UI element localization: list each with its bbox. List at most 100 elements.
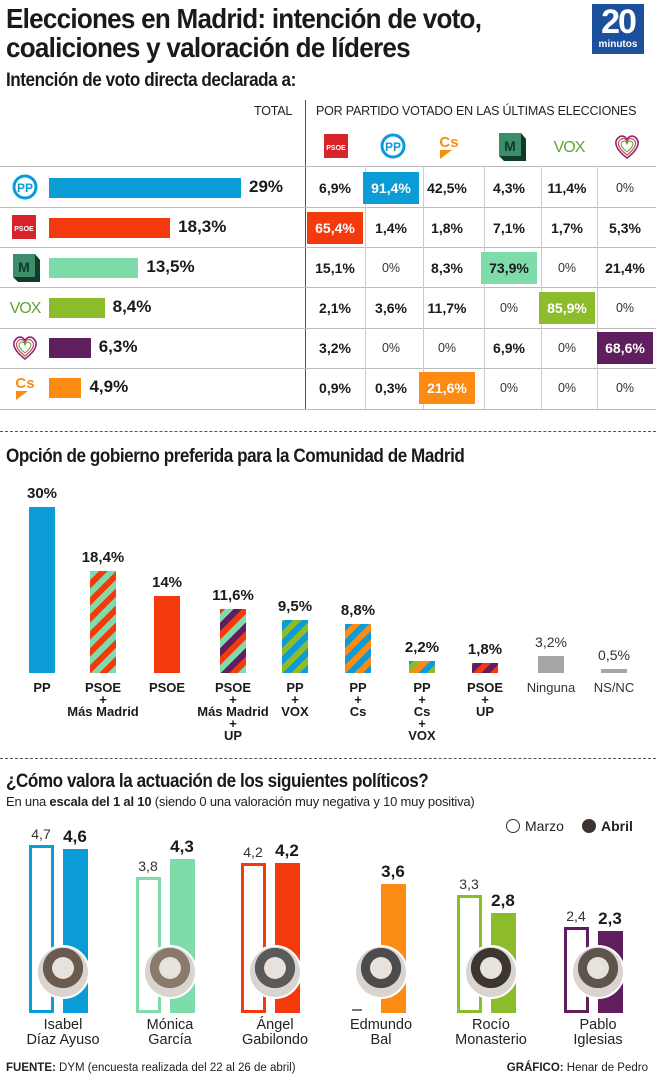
table-cell: 3,2%: [319, 340, 351, 356]
abril-value-label: 3,6: [381, 862, 405, 882]
abril-value-label: 4,2: [275, 840, 299, 860]
credit-text: Henar de Pedro: [563, 1062, 648, 1074]
table-cell: 0%: [437, 341, 457, 355]
coalition-value-label: 0,5%: [598, 647, 630, 663]
svg-text:M: M: [504, 138, 516, 154]
table-cell: 21,6%: [419, 372, 475, 404]
politician-photo: [248, 945, 302, 999]
coalition-bar: [345, 624, 371, 673]
total-value: 18,3%: [178, 217, 227, 236]
table-cell: 4,3%: [493, 180, 525, 196]
politician-name: Pablo Iglesias: [573, 1017, 623, 1048]
mas-madrid-logo-icon: M: [8, 252, 42, 287]
coalition-bar: [409, 660, 435, 673]
psoe-logo-icon: PSOE: [8, 212, 42, 247]
table-row-divider: [0, 207, 656, 208]
abril-value-label: 2,3: [598, 908, 622, 928]
coalition-category-label: PSOE + UP: [466, 680, 504, 719]
svg-text:PP: PP: [17, 181, 33, 195]
table-cell: 0%: [557, 261, 577, 275]
source-text: DYM (encuesta realizada del 22 al 26 de …: [55, 1062, 296, 1074]
filled-circle-icon: [582, 819, 596, 833]
vox-logo-icon: VOX: [552, 131, 587, 166]
politician-photo: [36, 945, 90, 999]
abril-value-label: 4,6: [63, 826, 87, 846]
table-cell: 1,8%: [431, 220, 463, 236]
cs-logo-icon: Cs: [8, 372, 42, 407]
table-cell: 0%: [499, 301, 519, 315]
politician-photo: [354, 945, 408, 999]
table-cell: 7,1%: [493, 220, 525, 236]
section-divider: [0, 431, 656, 432]
coalition-category-label: PSOE: [148, 680, 186, 695]
total-value: 6,3%: [98, 337, 138, 356]
coalition-category-label: NS/NC: [593, 680, 635, 695]
section-leaders-title: ¿Cómo valora la actuación de los siguien…: [6, 771, 429, 792]
pp-logo-icon: PP: [8, 172, 42, 207]
total-value: 8,4%: [112, 297, 152, 316]
coalition-value-label: 18,4%: [81, 549, 125, 567]
legend-label: Marzo: [525, 818, 564, 834]
svg-text:VOX: VOX: [10, 300, 42, 317]
svg-text:Cs: Cs: [15, 375, 34, 392]
marzo-value-label: 4,2: [243, 843, 263, 860]
table-row-divider: [0, 328, 656, 329]
table-column-divider: [365, 166, 366, 409]
politician-photo: [464, 945, 518, 999]
coalition-value-label: 8,8%: [340, 602, 376, 620]
footer-source: FUENTE: DYM (encuesta realizada del 22 a…: [6, 1062, 296, 1074]
table-cell: 0%: [557, 381, 577, 395]
subtitle-text-end: (siendo 0 una valoración muy negativa y …: [151, 794, 475, 809]
total-bar: [49, 378, 82, 398]
table-column-divider: [484, 166, 485, 409]
politician-photo: [143, 945, 197, 999]
coalition-bar: [90, 571, 116, 673]
table-cell: 0%: [381, 261, 401, 275]
page-title: Elecciones en Madrid: intención de voto,…: [6, 4, 536, 62]
total-value: 13,5%: [146, 257, 195, 276]
table-cell: 2,1%: [319, 300, 351, 316]
coalition-bar: [538, 656, 564, 673]
table-row-divider: [0, 287, 656, 288]
credit-label: GRÁFICO:: [506, 1062, 564, 1074]
table-cell: 8,3%: [431, 260, 463, 276]
section-divider: [0, 758, 656, 759]
table-vertical-separator: [305, 100, 306, 410]
section-vote-intention-title: Intención de voto directa declarada a:: [6, 70, 296, 91]
table-cell: 65,4%: [307, 212, 363, 244]
coalition-value-label: 14%: [151, 573, 183, 591]
subtitle-text: En una: [6, 794, 50, 809]
coalition-category-label: PSOE + Más Madrid: [67, 680, 139, 719]
coalition-bar: [29, 507, 55, 673]
svg-text:M: M: [18, 259, 30, 275]
vox-logo-icon: VOX: [8, 292, 43, 327]
section-government-title: Opción de gobierno preferida para la Com…: [6, 446, 465, 467]
politician-name: Edmundo Bal: [349, 1017, 413, 1048]
table-cell: 0%: [499, 381, 519, 395]
table-row-divider: [0, 166, 656, 167]
table-column-divider: [541, 166, 542, 409]
coalition-bar: [154, 595, 180, 673]
table-row-divider: [0, 409, 656, 410]
svg-text:PSOE: PSOE: [326, 145, 346, 152]
table-cell: 6,9%: [319, 180, 351, 196]
table-cell: 0%: [615, 181, 635, 195]
total-bar: [49, 298, 105, 318]
table-cell: 91,4%: [363, 172, 419, 204]
svg-text:PSOE: PSOE: [14, 226, 34, 233]
coalition-bar: [601, 669, 627, 673]
coalition-category-label: PP + Cs: [349, 680, 367, 719]
abril-value-label: 2,8: [491, 890, 515, 910]
coalition-bar: [472, 663, 498, 673]
total-bar: [49, 218, 171, 238]
coalition-category-label: PP + VOX: [281, 680, 309, 719]
table-cell: 0%: [615, 381, 635, 395]
by-party-column-header: POR PARTIDO VOTADO EN LAS ÚLTIMAS ELECCI…: [316, 104, 637, 118]
politician-name: Isabel Díaz Ayuso: [26, 1017, 100, 1048]
coalition-value-label: 9,5%: [277, 598, 313, 616]
table-cell: 11,7%: [427, 300, 467, 316]
coalition-value-label: 2,2%: [404, 638, 440, 656]
table-column-divider: [597, 166, 598, 409]
table-cell: 0%: [615, 301, 635, 315]
subtitle-bold-text: escala del 1 al 10: [49, 794, 152, 809]
